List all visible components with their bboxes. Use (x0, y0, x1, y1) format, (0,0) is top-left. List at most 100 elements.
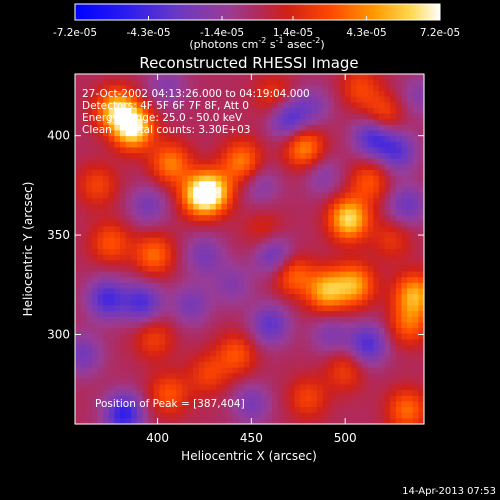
heatmap-cell (373, 328, 380, 335)
heatmap-cell (294, 367, 301, 374)
heatmap-cell (339, 395, 346, 403)
heatmap-cell (221, 175, 228, 182)
heatmap-cell (350, 254, 358, 261)
heatmap-cell (136, 311, 144, 318)
heatmap-cell (260, 356, 267, 363)
heatmap-cell (317, 119, 324, 126)
heatmap-cell (328, 237, 335, 244)
heatmap-cell (345, 328, 352, 335)
heatmap-cell (373, 333, 380, 340)
heatmap-cell (418, 153, 425, 160)
heatmap-cell (136, 390, 144, 397)
heatmap-cell (142, 265, 149, 273)
heatmap-cell (294, 119, 301, 126)
heatmap-cell (226, 344, 234, 352)
heatmap-cell (97, 311, 104, 318)
heatmap-cell (339, 192, 346, 199)
heatmap-cell (266, 243, 273, 250)
heatmap-cell (165, 158, 172, 165)
heatmap-cell (260, 260, 267, 267)
heatmap-cell (204, 130, 211, 137)
heatmap-cell (204, 339, 211, 346)
heatmap-cell (328, 181, 335, 188)
heatmap-cell (362, 147, 369, 154)
heatmap-cell (356, 198, 363, 205)
heatmap-cell (153, 384, 161, 391)
heatmap-cell (176, 113, 183, 120)
heatmap-cell (345, 130, 352, 137)
heatmap-cell (193, 328, 200, 335)
heatmap-cell (255, 96, 262, 103)
heatmap-cell (305, 260, 313, 267)
heatmap-cell (345, 333, 352, 340)
heatmap-cell (294, 79, 301, 86)
heatmap-cell (305, 203, 313, 211)
heatmap-cell (238, 367, 245, 374)
heatmap-cell (187, 186, 194, 194)
heatmap-cell (418, 356, 425, 363)
heatmap-cell (418, 158, 425, 165)
heatmap-cell (345, 401, 352, 408)
heatmap-cell (108, 164, 115, 171)
heatmap-cell (226, 249, 234, 256)
heatmap-cell (120, 249, 127, 256)
heatmap-cell (260, 299, 267, 307)
heatmap-cell (288, 130, 296, 137)
heatmap-cell (159, 328, 166, 335)
heatmap-cell (75, 412, 82, 419)
heatmap-cell (142, 384, 149, 391)
heatmap-cell (317, 265, 324, 273)
heatmap-cell (198, 147, 206, 154)
heatmap-cell (91, 339, 99, 346)
heatmap-cell (401, 181, 408, 188)
heatmap-cell (328, 282, 335, 290)
heatmap-cell (266, 254, 273, 261)
heatmap-cell (333, 328, 341, 335)
heatmap-cell (333, 282, 341, 290)
heatmap-cell (300, 147, 307, 154)
heatmap-cell (238, 328, 245, 335)
heatmap-cell (181, 220, 189, 228)
heatmap-cell (193, 226, 200, 233)
x-tick-label: 450 (240, 431, 263, 445)
heatmap-cell (232, 147, 239, 154)
heatmap-cell (322, 339, 329, 346)
heatmap-cell (407, 390, 414, 397)
heatmap-cell (75, 113, 82, 120)
heatmap-cell (390, 294, 397, 301)
heatmap-cell (86, 299, 93, 307)
heatmap-cell (345, 215, 352, 222)
heatmap-cell (373, 113, 380, 120)
heatmap-cell (136, 226, 144, 233)
heatmap-cell (378, 260, 386, 267)
heatmap-cell (148, 102, 155, 109)
annotation-energy-range: Energy Range: 25.0 - 50.0 keV (82, 112, 243, 124)
heatmap-cell (221, 232, 228, 239)
heatmap-cell (283, 265, 290, 273)
heatmap-cell (148, 288, 155, 295)
heatmap-cell (362, 299, 369, 307)
heatmap-cell (170, 113, 177, 120)
heatmap-cell (103, 226, 110, 233)
heatmap-cell (243, 215, 251, 222)
heatmap-cell (80, 288, 87, 295)
heatmap-cell (373, 220, 380, 228)
heatmap-cell (283, 158, 290, 165)
heatmap-cell (395, 158, 403, 165)
heatmap-cell (187, 260, 194, 267)
heatmap-cell (328, 328, 335, 335)
heatmap-cell (91, 265, 99, 273)
heatmap-cell (395, 328, 403, 335)
heatmap-cell (91, 305, 99, 312)
heatmap-cell (226, 119, 234, 126)
heatmap-cell (260, 147, 267, 154)
heatmap-cell (418, 305, 425, 312)
heatmap-cell (91, 395, 99, 403)
heatmap-cell (75, 260, 82, 267)
heatmap-cell (170, 344, 177, 352)
heatmap-cell (356, 339, 363, 346)
heatmap-cell (108, 215, 115, 222)
heatmap-cell (120, 339, 127, 346)
heatmap-cell (86, 158, 93, 165)
heatmap-cell (75, 339, 82, 346)
